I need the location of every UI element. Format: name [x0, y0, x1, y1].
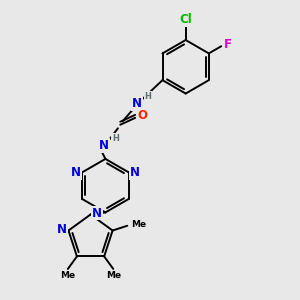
Text: N: N [132, 98, 142, 110]
Text: H: H [112, 134, 119, 142]
Text: N: N [57, 223, 67, 236]
Text: Me: Me [106, 271, 122, 280]
Text: N: N [130, 166, 140, 179]
Text: Me: Me [131, 220, 146, 229]
Text: H: H [145, 92, 152, 101]
Text: N: N [99, 139, 109, 152]
Text: N: N [92, 206, 102, 220]
Text: F: F [224, 38, 232, 51]
Text: N: N [71, 166, 81, 179]
Text: Cl: Cl [179, 13, 192, 26]
Text: Me: Me [60, 271, 75, 280]
Text: O: O [137, 109, 147, 122]
